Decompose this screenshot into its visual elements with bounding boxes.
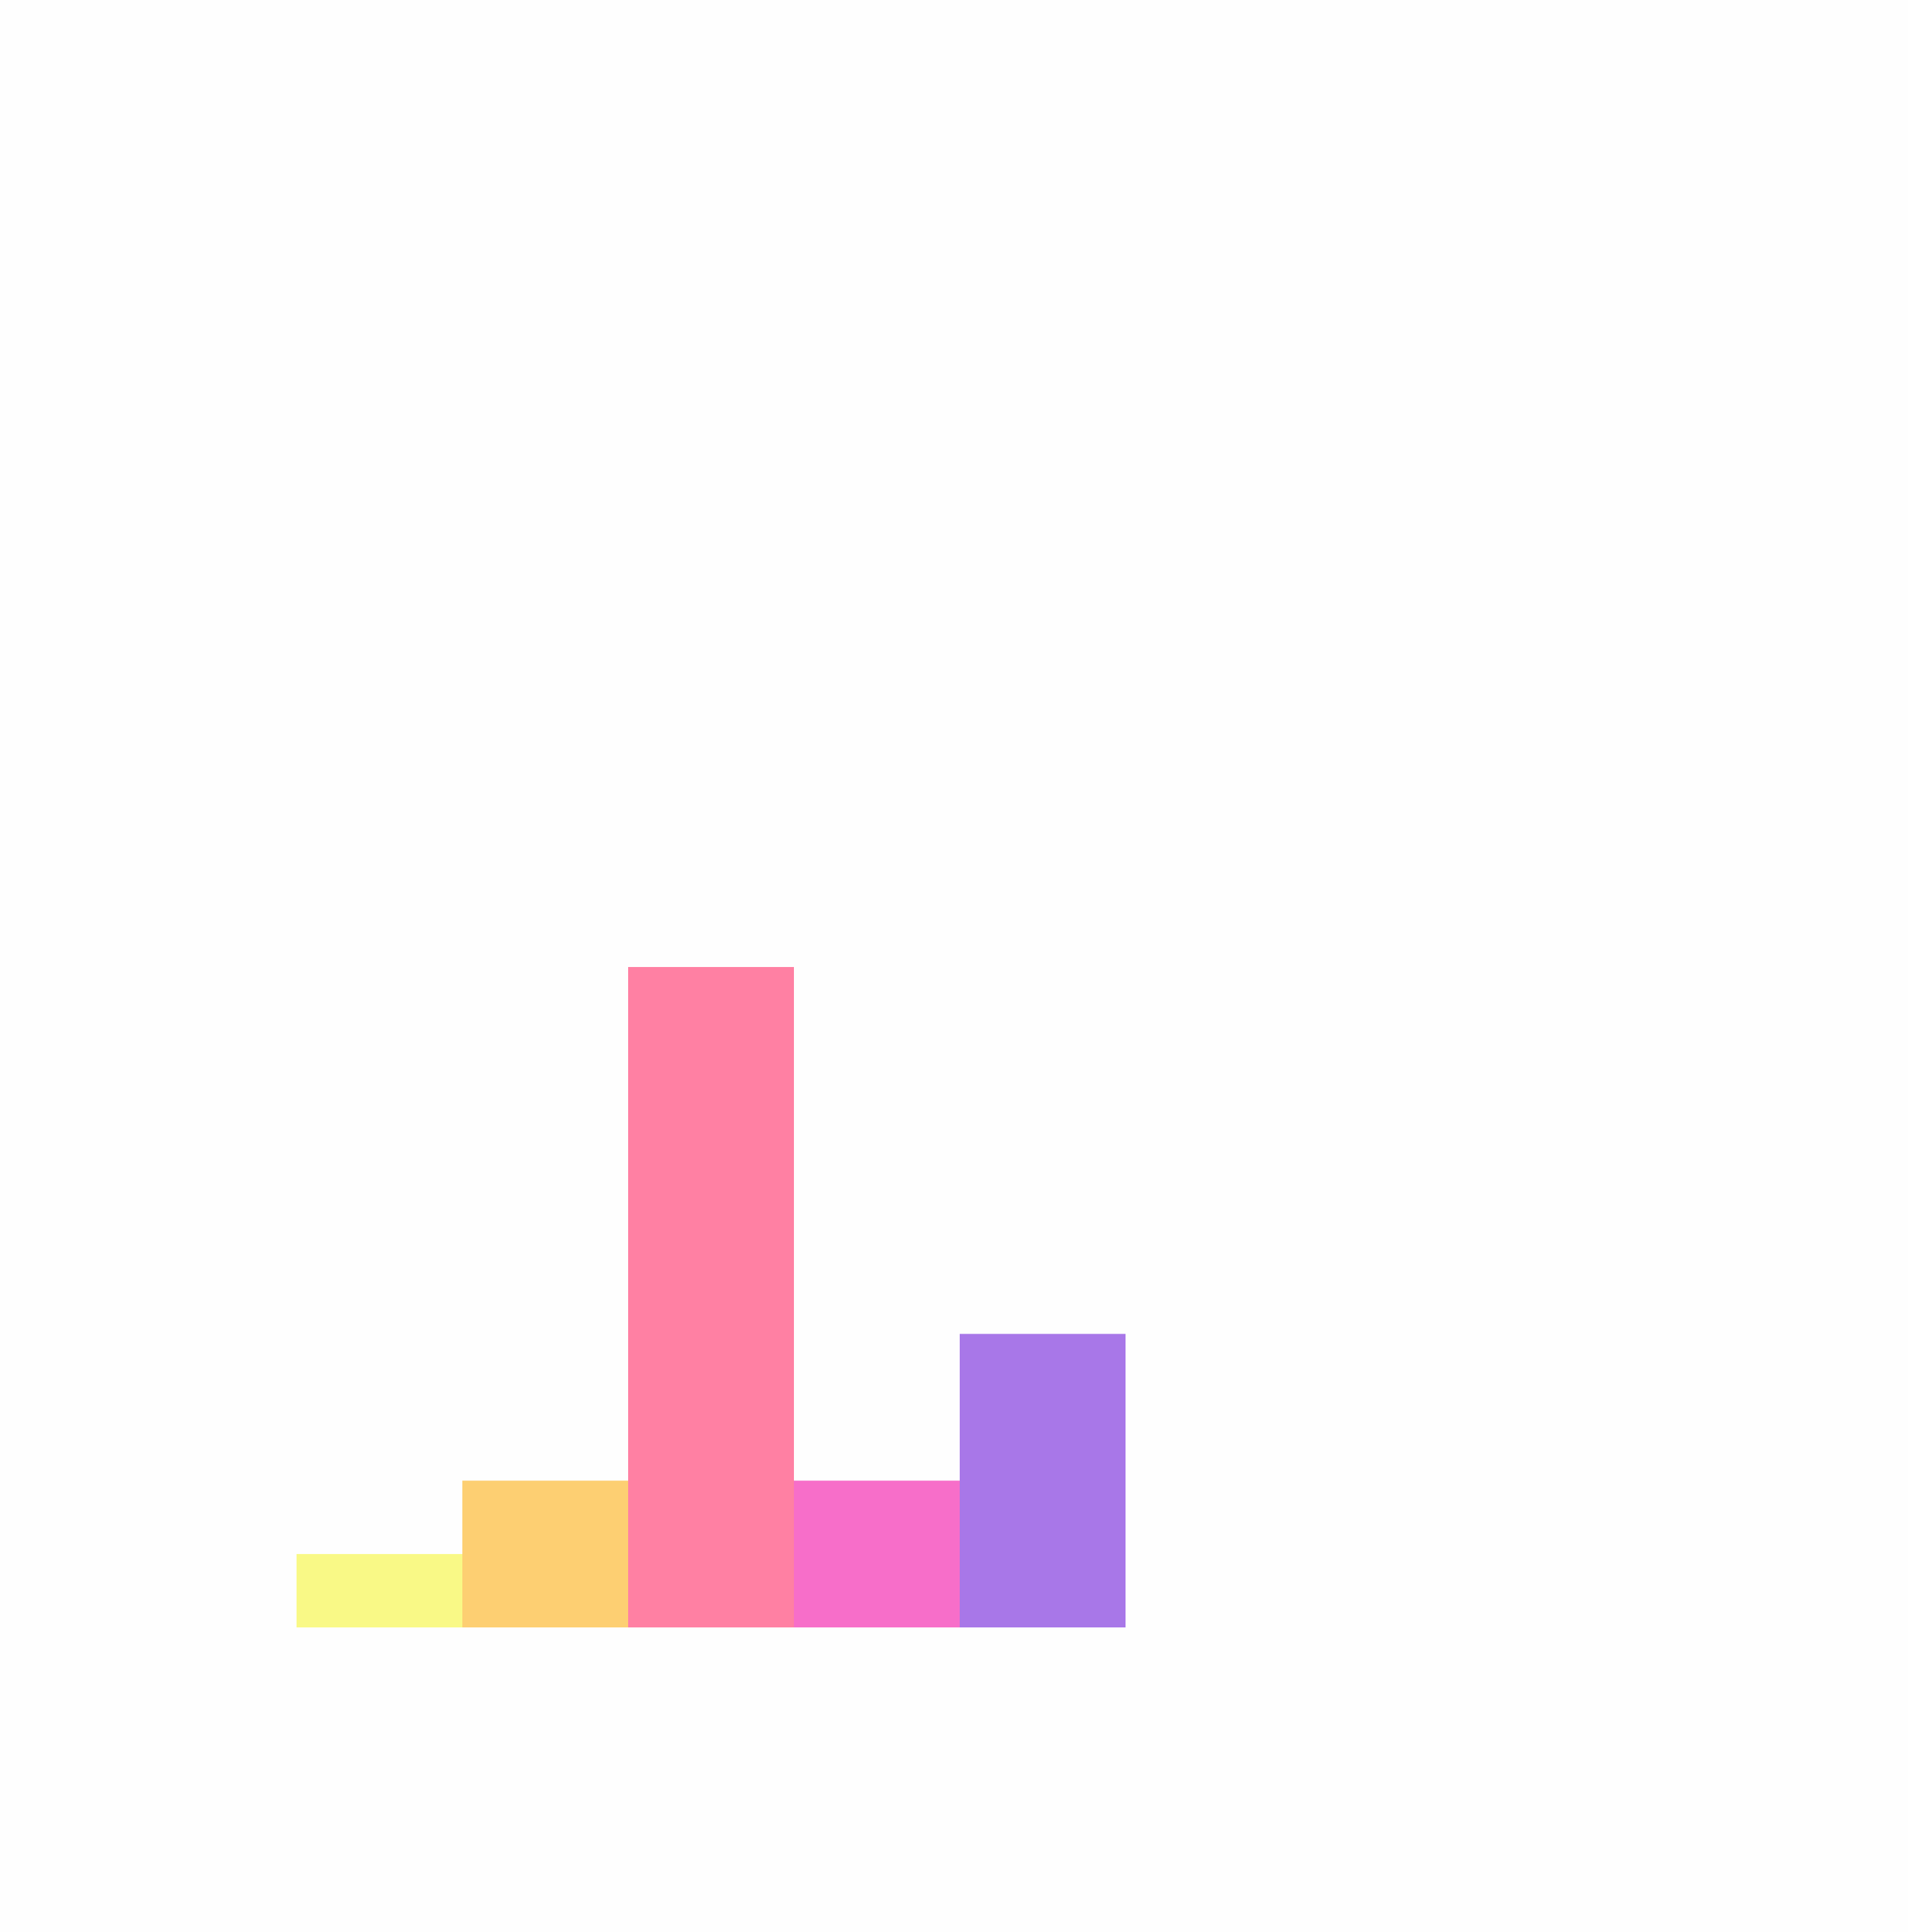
bar-2 [462,1481,628,1627]
bar-5 [960,1334,1126,1627]
bar-1 [297,1554,462,1627]
bar-4 [794,1481,960,1627]
bar-3 [628,967,794,1627]
bars-group [297,967,1126,1627]
